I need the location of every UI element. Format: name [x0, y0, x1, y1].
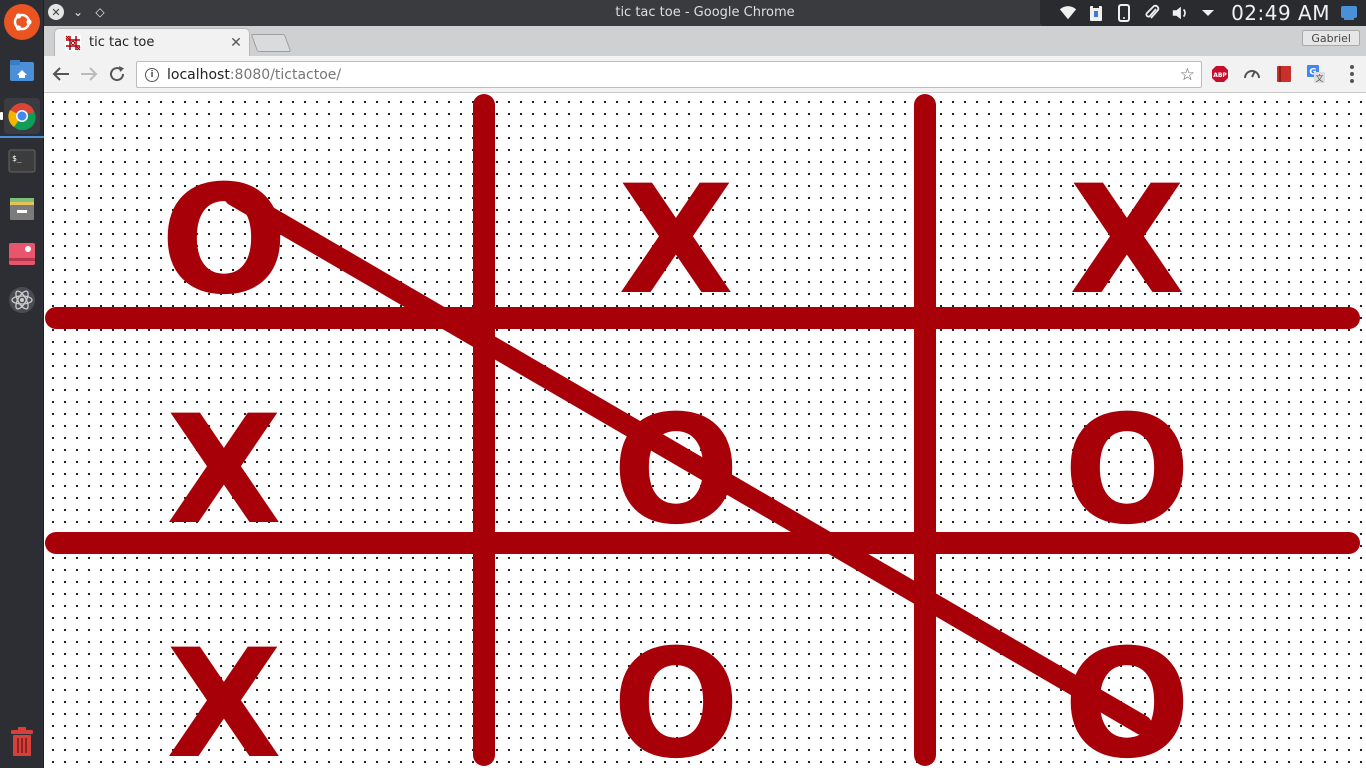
window-minimize-icon[interactable]: ⌄	[72, 5, 84, 19]
winning-line	[224, 186, 1152, 735]
volume-icon[interactable]	[1171, 4, 1189, 22]
clipboard-icon[interactable]	[1087, 4, 1105, 22]
forward-arrow-icon[interactable]	[78, 63, 100, 85]
tab-title: tic tac toe	[89, 35, 155, 50]
game-board: O X XX O OX O O	[44, 93, 1366, 768]
ubuntu-dash-icon[interactable]	[4, 4, 40, 40]
speedometer-icon[interactable]	[1243, 65, 1261, 83]
board-cell-2-1[interactable]: O	[484, 543, 925, 768]
board-cell-1-0[interactable]: X	[44, 318, 484, 558]
tab-close-icon[interactable]: ✕	[230, 34, 242, 51]
home-folder-icon[interactable]	[4, 52, 40, 88]
profile-button[interactable]: Gabriel	[1302, 30, 1360, 46]
board-cell-0-2[interactable]: X	[925, 93, 1366, 328]
winning-strike-line	[224, 186, 1152, 735]
chevron-down-icon[interactable]	[1199, 4, 1217, 22]
window-controls: ✕ ⌄ ◇	[48, 4, 108, 20]
board-cell-1-1[interactable]: O	[484, 318, 925, 558]
bookmark-extension-icon[interactable]	[1275, 65, 1293, 83]
phone-icon[interactable]	[1115, 4, 1133, 22]
x-mark: X	[618, 154, 734, 328]
o-mark: O	[1063, 384, 1191, 558]
screenshot-icon[interactable]	[4, 236, 40, 272]
board-cells: O X XX O OX O O	[44, 93, 1366, 768]
board-cell-0-0[interactable]: O	[44, 93, 484, 328]
tic-tac-toe-favicon-icon	[65, 34, 81, 51]
wifi-icon[interactable]	[1059, 4, 1077, 22]
site-info-icon[interactable]: i	[145, 67, 159, 82]
svg-text:文: 文	[1316, 73, 1324, 83]
terminal-icon[interactable]: $_	[4, 143, 40, 179]
reload-icon[interactable]	[106, 63, 128, 85]
svg-text:ABP: ABP	[1213, 72, 1227, 79]
files-icon[interactable]	[4, 190, 40, 226]
unity-launcher: $_	[0, 0, 44, 768]
url-path: :8080/tictactoe/	[229, 66, 342, 83]
attachment-icon[interactable]	[1143, 4, 1161, 22]
window-title-bar: ✕ ⌄ ◇ tic tac toe - Google Chrome 02:49 …	[44, 0, 1366, 26]
board-cell-0-1[interactable]: X	[484, 93, 925, 328]
back-arrow-icon[interactable]	[50, 63, 72, 85]
session-icon[interactable]	[1340, 4, 1358, 22]
svg-text:$_: $_	[12, 154, 22, 163]
atom-icon[interactable]	[4, 282, 40, 318]
x-mark: X	[1069, 154, 1185, 328]
window-title: tic tac toe - Google Chrome	[615, 5, 795, 20]
window-close-icon[interactable]: ✕	[48, 4, 64, 20]
x-mark: X	[166, 384, 282, 558]
trash-icon[interactable]	[4, 724, 40, 760]
board-grid	[45, 94, 1360, 766]
o-mark: O	[160, 154, 288, 328]
tab-strip: tic tac toe ✕ Gabriel	[44, 26, 1366, 56]
adblock-plus-icon[interactable]: ABP	[1211, 65, 1229, 83]
new-tab-button[interactable]	[250, 34, 292, 52]
running-indicator	[0, 112, 3, 120]
window-maximize-icon[interactable]: ◇	[95, 5, 105, 19]
svg-text:G: G	[1309, 68, 1316, 78]
x-mark: X	[166, 618, 282, 768]
address-bar[interactable]: i localhost:8080/tictactoe/ ☆	[136, 61, 1202, 88]
bookmark-star-icon[interactable]: ☆	[1179, 65, 1195, 85]
tab-tic-tac-toe[interactable]: tic tac toe ✕	[54, 28, 250, 56]
board-cell-1-2[interactable]: O	[925, 318, 1366, 558]
url-host: localhost	[167, 66, 230, 83]
o-mark: O	[612, 618, 740, 768]
system-tray: 02:49 AM	[1040, 0, 1366, 26]
board-cell-2-0[interactable]: X	[44, 543, 484, 768]
chrome-icon[interactable]	[4, 98, 40, 134]
clock[interactable]: 02:49 AM	[1231, 1, 1330, 25]
chrome-menu-icon[interactable]	[1350, 65, 1354, 83]
active-highlight	[0, 136, 44, 138]
